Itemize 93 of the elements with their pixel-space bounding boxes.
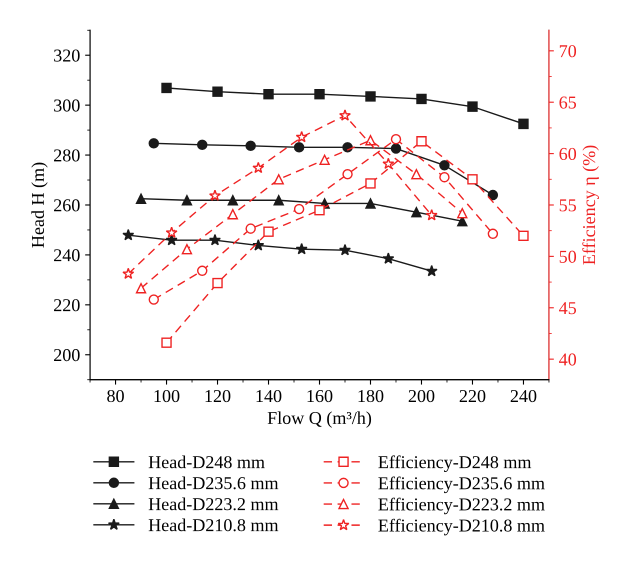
point [457, 208, 468, 218]
y-tick-label: 220 [54, 299, 80, 312]
point [212, 86, 223, 97]
x-tick-label: 160 [308, 390, 332, 402]
point [314, 204, 325, 216]
point [122, 228, 134, 240]
y2-tick-label: 70 [560, 45, 576, 58]
point [122, 268, 134, 280]
x-tick-label: 220 [460, 390, 486, 402]
point [426, 264, 438, 276]
point [426, 209, 438, 220]
point [148, 294, 159, 305]
point [136, 194, 146, 204]
legend-label: Head-D235.6 mm [148, 476, 278, 490]
point [263, 226, 274, 237]
point [245, 223, 256, 234]
point [439, 172, 450, 182]
point [467, 101, 478, 112]
y2-tick-label: 40 [559, 353, 576, 366]
legend-label: Efficiency-D235.6 mm [378, 476, 545, 494]
y-tick-label: 320 [54, 49, 80, 62]
x-tick-label: 140 [256, 390, 282, 402]
x-tick-label: 200 [408, 390, 434, 402]
y2-tick-label: 55 [560, 199, 576, 212]
x-tick-label: 80 [107, 390, 124, 402]
point [252, 162, 264, 174]
x-axis-title: Flow Q (m³/h) [268, 411, 372, 428]
x-tick-label: 120 [206, 390, 230, 402]
point [416, 136, 427, 146]
point [488, 190, 498, 200]
point [365, 91, 376, 102]
point [228, 209, 238, 220]
point [294, 142, 304, 153]
y-tick-label: 260 [54, 199, 80, 212]
point [208, 189, 221, 201]
y2-tick-label: 45 [559, 302, 576, 314]
point [467, 174, 478, 185]
x-tick-label: 180 [358, 390, 384, 402]
point [382, 158, 394, 170]
point [314, 88, 325, 100]
point [148, 138, 159, 149]
point [182, 244, 192, 254]
point [263, 88, 274, 100]
point [339, 109, 351, 121]
point [197, 266, 208, 276]
point [382, 252, 394, 264]
legend-label: Head-D248 mm [148, 456, 265, 468]
y-tick-label: 280 [54, 149, 80, 162]
point [136, 283, 146, 294]
point [252, 239, 264, 251]
legend-label: Efficiency-D248 mm [378, 455, 532, 472]
point [518, 118, 529, 130]
point [294, 204, 304, 214]
y-tick-label: 300 [54, 99, 80, 112]
point [245, 140, 256, 152]
legend-label: Efficiency-D210.8 mm [378, 518, 545, 536]
legend-label: Head-D223.2 mm [148, 498, 278, 510]
legend-label: Head-D210.8 mm [148, 518, 278, 532]
point [411, 168, 422, 180]
point [182, 195, 192, 206]
point [228, 195, 238, 206]
point [274, 195, 284, 206]
point [439, 160, 450, 171]
point [339, 244, 351, 256]
point [365, 198, 376, 209]
point [411, 207, 422, 218]
point [319, 154, 330, 165]
point [416, 94, 427, 104]
y-tick-label: 240 [54, 249, 80, 262]
y2-axis-title: Efficiency η (%) [582, 146, 599, 265]
point [208, 234, 221, 246]
point [342, 168, 353, 180]
point [390, 134, 402, 144]
point [296, 242, 308, 254]
point [212, 278, 223, 288]
point [365, 178, 376, 189]
legend-label: Efficiency-D223.2 mm [378, 498, 545, 514]
x-tick-label: 240 [510, 390, 536, 402]
y2-tick-label: 65 [559, 96, 576, 109]
point [296, 130, 308, 142]
y2-tick-label: 50 [560, 250, 576, 263]
point [518, 230, 529, 242]
point [197, 140, 208, 150]
point [166, 226, 178, 238]
point [488, 228, 498, 239]
x-tick-label: 100 [154, 390, 180, 402]
point [390, 143, 402, 154]
point [161, 82, 172, 94]
y2-tick-label: 60 [559, 148, 576, 160]
y-axis-title: Head H (m) [31, 162, 48, 248]
point [161, 338, 172, 348]
y-tick-label: 200 [54, 349, 80, 362]
point [274, 174, 284, 185]
